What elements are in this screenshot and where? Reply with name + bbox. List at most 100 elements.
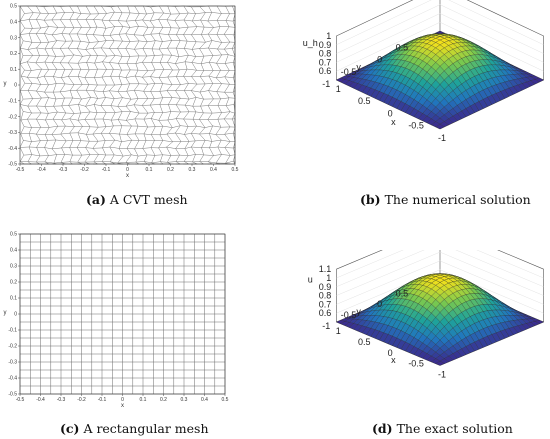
caption-c-text: A rectangular mesh [83, 421, 209, 436]
numerical-solution-plot: 10.90.80.70.60.50-0.5-1 10.50-0.5-1u_hyx [303, 0, 544, 143]
y-tick-label: -0.4 [8, 376, 17, 382]
x-tick-label: 0 [121, 397, 124, 403]
x-tick-label: 1 [336, 84, 341, 94]
caption-b-text: The numerical solution [384, 192, 531, 207]
y-tick-label: -0.3 [8, 360, 17, 366]
grid-line [336, 251, 544, 296]
cvt-mesh-plot: -0.5 -0.4 -0.3 -0.2 -0.1 0 0.1 0.2 0.3 0.4 0.5 0.5 0… [4, 4, 239, 179]
y-tick-label: 0.2 [10, 280, 17, 286]
rectangular-mesh-plot: -0.5 -0.4 -0.3 -0.2 -0.1 0 0.1 0.2 0.3 0.4 0.5 0.5 0… [4, 232, 229, 409]
y-tick-label: -0.3 [8, 130, 17, 136]
x-tick-label: -1 [438, 370, 446, 380]
y-tick-label: 0 [377, 299, 382, 309]
x-tick-label: 0.5 [358, 337, 371, 347]
z-tick-label: 1 [326, 31, 331, 41]
y-tick-label: 0.5 [10, 232, 17, 238]
caption-c-tag: (c) [60, 421, 80, 436]
x-tick-label: -1 [438, 133, 446, 143]
grid-line [336, 21, 544, 72]
z-axis-label: u_h [303, 38, 318, 48]
x-tick-label: 0.3 [181, 397, 188, 403]
z-axis-label: u [308, 274, 313, 284]
x-tick-label: 0.1 [146, 167, 153, 173]
z-tick-label: 1.1 [319, 264, 332, 274]
x-axis-label: x [391, 117, 396, 127]
z-tick-label: 0.7 [319, 57, 332, 67]
z-tick-label: 0.8 [319, 49, 332, 59]
caption-d-tag: (d) [372, 421, 393, 436]
x-tick-label: -0.1 [98, 397, 107, 403]
caption-d-text: The exact solution [396, 421, 513, 436]
y-tick-label: 0.3 [10, 35, 17, 41]
cvt-edges [19, 5, 236, 165]
y-tick-label: 0.4 [10, 248, 17, 254]
y-tick-label: -0.2 [8, 344, 17, 350]
x-tick-label: -0.1 [102, 167, 111, 173]
y-tick-label: 0.1 [10, 296, 17, 302]
y-tick-label: 0.2 [10, 51, 17, 57]
x-tick-label: 0.5 [232, 167, 239, 173]
x-tick-label: 0.4 [210, 167, 217, 173]
y-tick-label: 0.4 [10, 20, 17, 26]
y-tick-label: -0.1 [8, 99, 17, 105]
y-axis-label: y [356, 306, 361, 316]
x-tick-label: -0.2 [77, 397, 86, 403]
x-tick-label: -0.5 [408, 359, 424, 369]
y-tick-label: 0.5 [396, 42, 409, 52]
y-tick-label: 0 [14, 312, 17, 318]
x-tick-label: -0.5 [16, 167, 25, 173]
surface-patch [435, 360, 445, 366]
x-tick-label: 1 [336, 326, 341, 336]
x-tick-label: 0.1 [140, 397, 147, 403]
caption-a: (a) A CVT mesh [86, 192, 188, 207]
z-tick-label: 0.7 [319, 299, 332, 309]
panel-rectangular-mesh: -0.5 -0.4 -0.3 -0.2 -0.1 0 0.1 0.2 0.3 0.4 0.5 0.5 0… [0, 228, 245, 413]
x-tick-label: 0.2 [160, 397, 167, 403]
y-tick-label: -0.5 [8, 162, 17, 168]
caption-a-tag: (a) [86, 192, 106, 207]
caption-d: (d) The exact solution [372, 421, 513, 436]
y-tick-label: -1 [322, 79, 330, 89]
y-tick-label: -0.1 [8, 328, 17, 334]
grid-line [336, 269, 544, 314]
z-tick-label: 0.6 [319, 66, 332, 76]
x-tick-label: -0.3 [57, 397, 66, 403]
box-edge [336, 0, 414, 37]
y-tick-label: -1 [322, 321, 330, 331]
x-axis-label: x [391, 355, 396, 365]
x-tick-label: -0.2 [80, 167, 89, 173]
caption-b: (b) The numerical solution [360, 192, 531, 207]
z-tick-label: 0.9 [319, 40, 332, 50]
z-tick-label: 0.6 [319, 308, 332, 318]
y-axis-label: y [4, 81, 7, 87]
cvt-cells [19, 5, 236, 165]
grid-line [336, 13, 544, 63]
surface [336, 30, 544, 130]
surface [335, 273, 545, 366]
grid-line [336, 0, 544, 46]
box-edge [466, 0, 544, 37]
y-tick-label: 0.5 [10, 4, 17, 10]
x-tick-label: -0.3 [59, 167, 68, 173]
caption-c: (c) A rectangular mesh [60, 421, 209, 436]
x-tick-label: 0.5 [358, 96, 371, 106]
x-axis-label: x [121, 403, 124, 409]
y-tick-label: 0.3 [10, 264, 17, 270]
panel-numerical-solution: 1 0.9 0.8 0.7 0.6 0.5 0 -0.5 -1 1 0.5 0 -0.5 -1 u_h y x [300, 0, 550, 185]
x-tick-label: 0 [126, 167, 129, 173]
caption-b-tag: (b) [360, 192, 381, 207]
z-tick-label: 0.8 [319, 291, 332, 301]
grid-line [336, 4, 544, 54]
panel-cvt-mesh: -0.5 -0.4 -0.3 -0.2 -0.1 0 0.1 0.2 0.3 0.4 0.5 0.5 0… [0, 0, 245, 185]
grid-line [336, 260, 544, 305]
box-edge [336, 225, 441, 270]
y-tick-label: 0 [14, 83, 17, 89]
x-tick-label: 0.4 [201, 397, 208, 403]
y-tick-label: -0.5 [8, 392, 17, 398]
x-tick-label: -0.5 [408, 121, 424, 131]
y-tick-label: -0.5 [341, 310, 357, 320]
x-tick-label: 0.5 [222, 397, 229, 403]
y-axis-label: y [356, 62, 361, 72]
rect-grid-lines [19, 233, 226, 395]
